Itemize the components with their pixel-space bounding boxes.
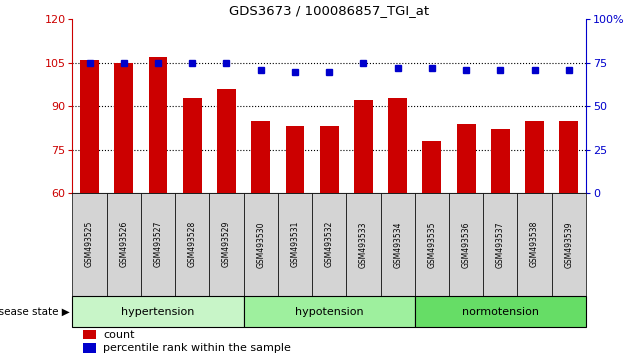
Bar [244,193,278,296]
Text: GSM493530: GSM493530 [256,221,265,268]
Text: GSM493537: GSM493537 [496,221,505,268]
Text: GSM493531: GSM493531 [290,221,299,268]
Text: GSM493532: GSM493532 [324,221,334,268]
Bar [388,98,407,193]
Bar [83,330,96,339]
Bar [559,121,578,193]
Text: GSM493525: GSM493525 [85,221,94,268]
Bar [312,193,347,296]
Text: GSM493539: GSM493539 [564,221,573,268]
Bar [354,101,373,193]
Bar [278,193,312,296]
Text: hypertension: hypertension [122,307,195,316]
Bar [72,193,106,296]
Text: percentile rank within the sample: percentile rank within the sample [103,343,291,353]
Text: normotension: normotension [462,307,539,316]
Text: GSM493535: GSM493535 [427,221,437,268]
Bar [175,193,209,296]
Bar [183,98,202,193]
Bar [415,296,586,327]
Bar [149,57,168,193]
Bar [517,193,552,296]
Text: disease state ▶: disease state ▶ [0,307,69,316]
Bar [483,193,517,296]
Bar [217,89,236,193]
Bar [251,121,270,193]
Bar [72,296,244,327]
Bar [83,343,96,353]
Bar [552,193,586,296]
Bar [209,193,244,296]
Bar [285,126,304,193]
Bar [415,193,449,296]
Text: GSM493536: GSM493536 [462,221,471,268]
Text: count: count [103,330,135,340]
Bar [381,193,415,296]
Text: hypotension: hypotension [295,307,364,316]
Bar [449,193,483,296]
Bar [457,124,476,193]
Bar [423,141,441,193]
Bar [115,63,133,193]
Text: GSM493526: GSM493526 [119,221,129,268]
Bar [346,193,381,296]
Bar [244,296,415,327]
Text: GSM493528: GSM493528 [188,221,197,267]
Bar [320,126,338,193]
Bar [491,129,510,193]
Text: GSM493533: GSM493533 [359,221,368,268]
Bar [141,193,175,296]
Text: GSM493529: GSM493529 [222,221,231,268]
Text: GSM493538: GSM493538 [530,221,539,268]
Text: GSM493534: GSM493534 [393,221,402,268]
Bar [106,193,141,296]
Text: GSM493527: GSM493527 [154,221,163,268]
Bar [525,121,544,193]
Bar [80,60,99,193]
Title: GDS3673 / 100086857_TGI_at: GDS3673 / 100086857_TGI_at [229,4,429,17]
